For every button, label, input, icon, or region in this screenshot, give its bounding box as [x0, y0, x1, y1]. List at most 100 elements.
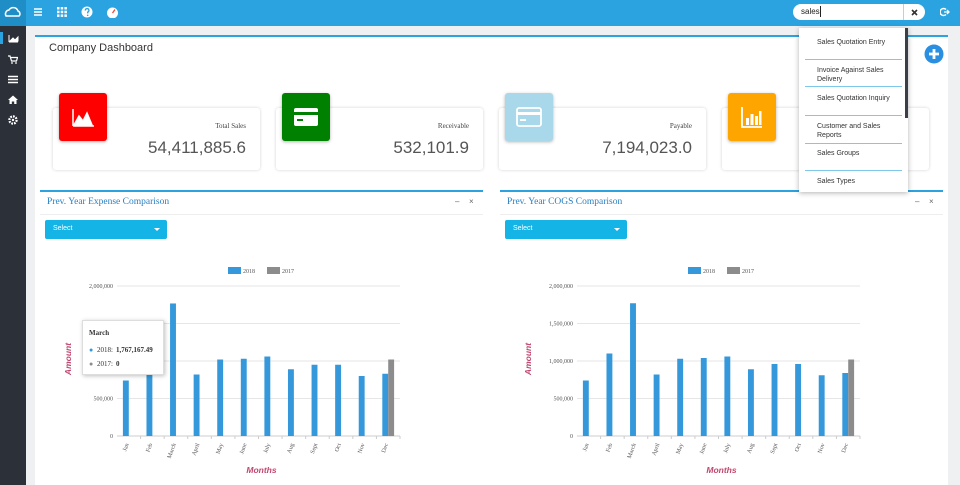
- bar: [193, 374, 200, 436]
- divider: [805, 86, 902, 87]
- bar: [842, 373, 849, 436]
- top-bar: sales: [0, 0, 960, 26]
- bar: [848, 359, 855, 436]
- scrollbar[interactable]: [905, 28, 908, 118]
- bar: [311, 364, 318, 436]
- page-title: Company Dashboard: [49, 42, 153, 54]
- search-input[interactable]: sales: [801, 7, 820, 16]
- x-tick-label: May: [216, 443, 225, 455]
- legend-swatch: [727, 267, 740, 274]
- bar: [700, 358, 707, 436]
- divider: [805, 115, 902, 116]
- nav-settings[interactable]: [8, 115, 18, 125]
- search-results: Sales Quotation Entry Invoice Against Sa…: [799, 28, 908, 192]
- bar: [630, 303, 636, 436]
- x-tick-label: Oct: [794, 442, 803, 453]
- legend-label: 2018: [703, 269, 715, 275]
- x-tick-label: Sept: [310, 442, 319, 454]
- logo[interactable]: [0, 0, 26, 26]
- add-button[interactable]: [924, 44, 944, 64]
- divider: [805, 170, 902, 171]
- divider: [500, 214, 943, 215]
- legend-label: 2017: [742, 269, 754, 275]
- search-result[interactable]: Sales Quotation Inquiry: [817, 95, 890, 102]
- y-tick-label: 0: [570, 434, 573, 440]
- x-tick-label: Oct: [334, 442, 343, 453]
- minimize-button[interactable]: –: [915, 197, 920, 206]
- x-tick-label: Aug: [747, 443, 756, 455]
- text-cursor: [820, 6, 821, 17]
- select-label: Select: [513, 225, 533, 232]
- search-result[interactable]: Sales Groups: [817, 150, 860, 157]
- apps-icon[interactable]: [57, 7, 67, 17]
- x-tick-label: April: [651, 442, 661, 456]
- x-tick-label: Nov: [817, 443, 826, 455]
- card-icon: [728, 93, 776, 141]
- y-tick-label: 1,000,000: [549, 359, 573, 365]
- bar: [677, 358, 684, 436]
- y-tick-label: 0: [110, 434, 113, 440]
- select-dropdown[interactable]: Select: [505, 220, 627, 239]
- bar: [335, 364, 342, 436]
- search-result[interactable]: Sales Types: [817, 178, 856, 185]
- divider: [805, 59, 902, 60]
- search-result[interactable]: Sales Quotation Entry: [817, 39, 886, 46]
- search-result[interactable]: Invoice Against Sales Delivery: [817, 67, 884, 83]
- tooltip-title: March: [89, 329, 110, 337]
- y-tick-label: 500,000: [554, 397, 574, 403]
- tooltip: March ● 2018: 1,767,167.49 ● 2017: 0: [82, 320, 164, 375]
- y-tick-label: 1,500,000: [549, 322, 573, 328]
- x-axis-title: Months: [246, 465, 276, 475]
- x-tick-label: Sept: [770, 442, 779, 454]
- tooltip-row-label: 2017:: [97, 360, 113, 368]
- select-dropdown[interactable]: Select: [45, 220, 167, 239]
- sidebar: [0, 26, 26, 485]
- y-tick-label: 500,000: [94, 397, 114, 403]
- dashboard-icon[interactable]: [106, 6, 119, 18]
- bar: [747, 369, 754, 436]
- x-tick-label: Aug: [287, 443, 296, 455]
- nav-home[interactable]: [8, 95, 18, 104]
- divider: [40, 214, 483, 215]
- legend-label: 2018: [243, 269, 255, 275]
- logout-icon[interactable]: [940, 7, 950, 17]
- card-value: 532,101.9: [393, 138, 469, 157]
- bar: [264, 356, 271, 436]
- bar: [240, 358, 247, 436]
- card-icon: [59, 93, 107, 141]
- nav-sales[interactable]: [8, 55, 18, 64]
- close-button[interactable]: ×: [929, 197, 934, 206]
- card-icon: [282, 93, 330, 141]
- x-tick-label: March: [167, 443, 178, 460]
- card-icon: [505, 93, 553, 141]
- x-axis-title: Months: [706, 465, 736, 475]
- card-value: 7,194,023.0: [602, 138, 692, 157]
- nav-list[interactable]: [8, 75, 18, 84]
- y-axis-title: Amount: [523, 342, 533, 376]
- minimize-button[interactable]: –: [455, 197, 460, 206]
- x-tick-label: May: [676, 443, 685, 455]
- card-label: Payable: [669, 122, 692, 130]
- clear-button[interactable]: [903, 4, 925, 20]
- select-label: Select: [53, 225, 73, 232]
- tooltip-row-label: 2018:: [97, 346, 113, 354]
- bar: [606, 353, 613, 436]
- card-value: 54,411,885.6: [148, 138, 246, 157]
- nav-dashboard[interactable]: [0, 32, 26, 44]
- menu-icon[interactable]: [33, 7, 43, 17]
- x-tick-label: Dec: [841, 442, 850, 453]
- search-result[interactable]: Customer and Sales Reports: [817, 123, 881, 139]
- x-tick-label: June: [239, 442, 249, 455]
- x-tick-label: Feb: [146, 443, 155, 454]
- help-icon[interactable]: [81, 6, 93, 18]
- bar: [795, 364, 802, 436]
- tooltip-dot: ●: [89, 360, 94, 368]
- legend-swatch: [267, 267, 280, 274]
- legend-swatch: [688, 267, 701, 274]
- close-button[interactable]: ×: [469, 197, 474, 206]
- x-tick-label: Jan: [122, 443, 130, 453]
- search-box[interactable]: sales: [793, 4, 925, 20]
- x-tick-label: March: [627, 443, 638, 460]
- x-tick-label: Feb: [606, 443, 615, 454]
